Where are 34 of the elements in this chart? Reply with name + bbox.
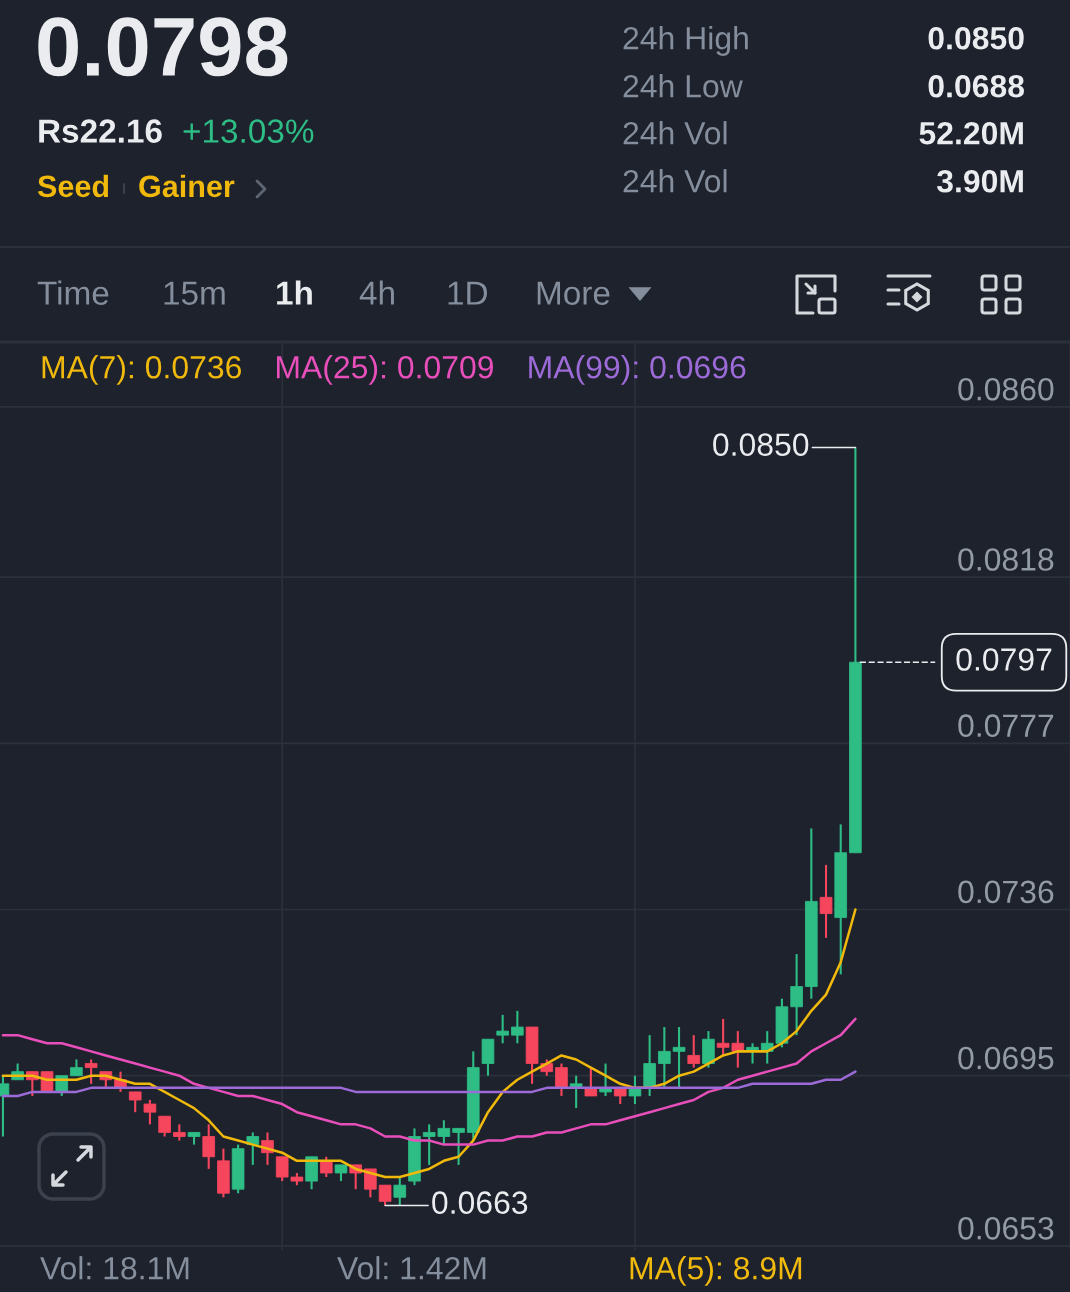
y-tick-label: 0.0653 bbox=[958, 1217, 1054, 1240]
text: MA(99): 0.0696 bbox=[529, 355, 746, 385]
text: 15m bbox=[164, 281, 225, 305]
y-tick-label: 0.0860 bbox=[958, 377, 1054, 401]
y-tick-label: 0.0818 bbox=[958, 548, 1054, 571]
text: Gainer bbox=[139, 174, 235, 198]
text: More bbox=[537, 281, 610, 305]
text: MA(7): 0.0736 bbox=[42, 355, 242, 385]
text: 24h Vol bbox=[623, 169, 727, 193]
text: 24h Vol bbox=[623, 121, 727, 145]
y-tick-label: 0.0736 bbox=[958, 880, 1054, 904]
text: MA(5): 8.9M bbox=[630, 1256, 802, 1286]
text: 1D bbox=[448, 281, 488, 305]
text: MA(25): 0.0709 bbox=[277, 355, 494, 385]
y-tick-label: 0.0777 bbox=[958, 714, 1054, 737]
ref-line-label: 0.0797 bbox=[956, 648, 1052, 671]
text: 4h bbox=[359, 280, 394, 305]
text: 0.0798 bbox=[38, 17, 288, 77]
text: 1h bbox=[277, 280, 312, 305]
y-tick-label: 0.0695 bbox=[958, 1046, 1054, 1070]
annotation: 0.0850 bbox=[713, 433, 809, 456]
annotation: 0.0663 bbox=[432, 1191, 528, 1214]
text: Time bbox=[37, 280, 109, 305]
text: Vol: 1.42M bbox=[337, 1256, 486, 1280]
text: 0.0850 bbox=[928, 26, 1024, 50]
text: Rs22.16 bbox=[39, 119, 162, 143]
text: Seed bbox=[37, 174, 109, 198]
text: 0.0688 bbox=[928, 74, 1025, 98]
text: +13.03% bbox=[183, 119, 314, 143]
text: 24h High bbox=[623, 26, 748, 56]
text: 24h Low bbox=[623, 74, 743, 98]
text: Vol: 18.1M bbox=[40, 1256, 189, 1280]
text: 3.90M bbox=[936, 169, 1023, 193]
text: 52.20M bbox=[919, 121, 1023, 145]
